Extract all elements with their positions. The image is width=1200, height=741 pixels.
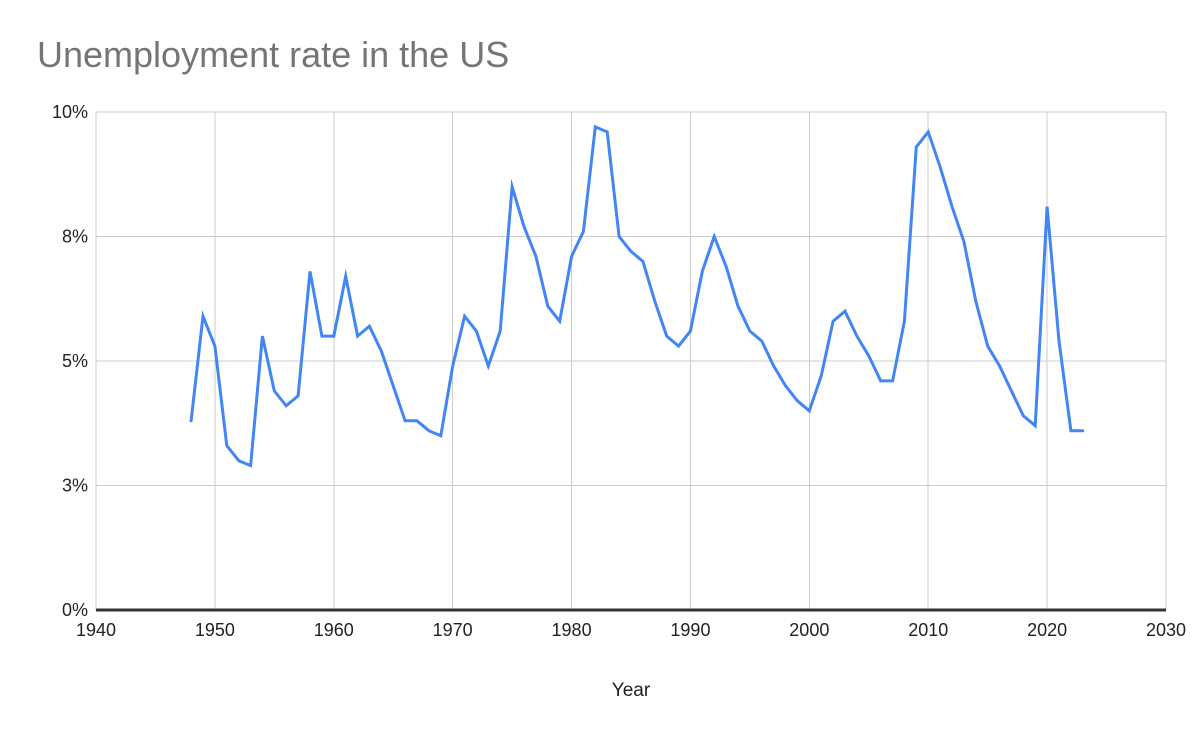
y-tick-label: 10%	[52, 102, 88, 122]
x-tick-label: 1980	[552, 620, 592, 640]
x-tick-label: 1940	[76, 620, 116, 640]
x-tick-label: 1970	[433, 620, 473, 640]
x-tick-label: 1950	[195, 620, 235, 640]
y-tick-label: 3%	[62, 476, 88, 496]
x-axis-title: Year	[612, 680, 651, 701]
x-tick-label: 1960	[314, 620, 354, 640]
series-line-unemployment-rate	[189, 124, 1085, 468]
x-tick-label: 2010	[908, 620, 948, 640]
y-tick-label: 5%	[62, 351, 88, 371]
data-series-group	[189, 124, 1085, 468]
axis-labels-group: 1940 1950 1960 1970 1980 1990 2000 2010 2020 2030…	[52, 102, 1186, 640]
y-tick-label: 0%	[62, 600, 88, 620]
gridlines-group	[95, 111, 1167, 610]
x-tick-label: 2020	[1027, 620, 1067, 640]
x-tick-label: 1990	[670, 620, 710, 640]
y-tick-label: 8%	[62, 227, 88, 247]
chart-title: Unemployment rate in the US	[37, 34, 510, 75]
x-tick-label: 2000	[789, 620, 829, 640]
x-tick-label: 2030	[1146, 620, 1186, 640]
